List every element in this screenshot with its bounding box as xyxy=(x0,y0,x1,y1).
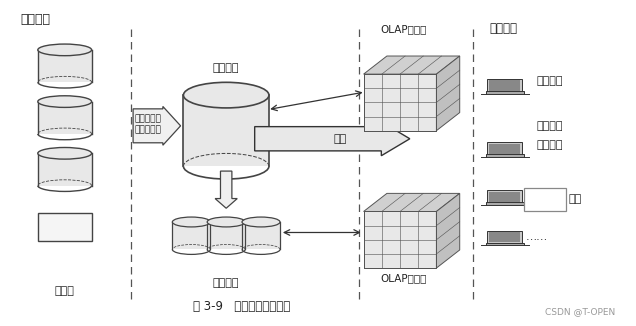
Ellipse shape xyxy=(38,147,92,159)
Bar xyxy=(490,192,520,202)
Ellipse shape xyxy=(38,44,92,56)
Text: OLAP服务器: OLAP服务器 xyxy=(380,24,427,34)
Bar xyxy=(487,231,522,244)
Text: 数据集市: 数据集市 xyxy=(213,278,239,288)
Bar xyxy=(38,50,92,82)
Polygon shape xyxy=(364,56,460,74)
Text: 数据仓库: 数据仓库 xyxy=(213,63,239,73)
Bar xyxy=(207,222,245,249)
Bar xyxy=(242,222,280,249)
Polygon shape xyxy=(364,193,460,212)
Polygon shape xyxy=(436,56,460,131)
Text: 服务: 服务 xyxy=(333,134,347,144)
Bar xyxy=(183,95,269,166)
Ellipse shape xyxy=(172,217,211,227)
Bar xyxy=(38,213,92,241)
Ellipse shape xyxy=(183,82,269,108)
Text: .png: .png xyxy=(532,194,557,204)
Text: 报表工具: 报表工具 xyxy=(536,121,563,131)
FancyArrow shape xyxy=(133,106,181,145)
Bar xyxy=(487,142,522,155)
FancyArrow shape xyxy=(215,171,237,208)
Text: 分析工具: 分析工具 xyxy=(536,140,563,150)
Text: 抽取、清理
装载、刷新: 抽取、清理 装载、刷新 xyxy=(135,114,162,134)
Bar xyxy=(364,212,436,268)
Ellipse shape xyxy=(207,217,245,227)
Text: 数据源: 数据源 xyxy=(55,286,74,296)
Text: 查询工具: 查询工具 xyxy=(536,76,563,86)
Bar xyxy=(38,153,92,185)
Bar xyxy=(490,143,520,154)
Polygon shape xyxy=(436,193,460,268)
Text: 前兆十图: 前兆十图 xyxy=(20,13,50,26)
Bar xyxy=(486,154,524,156)
Bar xyxy=(490,232,520,243)
Text: 前端工具: 前端工具 xyxy=(489,22,517,36)
Bar xyxy=(487,190,522,203)
Bar xyxy=(486,243,524,245)
Text: ……: …… xyxy=(526,232,548,242)
Bar xyxy=(486,91,524,94)
FancyArrow shape xyxy=(254,122,410,156)
Bar xyxy=(490,81,520,91)
Bar xyxy=(364,74,436,131)
Bar xyxy=(487,79,522,92)
Bar xyxy=(486,202,524,205)
Text: OLAP服务器: OLAP服务器 xyxy=(380,273,427,283)
Text: 工具: 工具 xyxy=(568,194,581,203)
FancyBboxPatch shape xyxy=(524,188,565,211)
Text: 图 3-9   数据仓库系统结构: 图 3-9 数据仓库系统结构 xyxy=(193,300,291,313)
Bar xyxy=(38,102,92,134)
Ellipse shape xyxy=(242,217,280,227)
Ellipse shape xyxy=(38,96,92,107)
Text: CSDN @T-OPEN: CSDN @T-OPEN xyxy=(545,307,616,317)
Bar xyxy=(172,222,211,249)
